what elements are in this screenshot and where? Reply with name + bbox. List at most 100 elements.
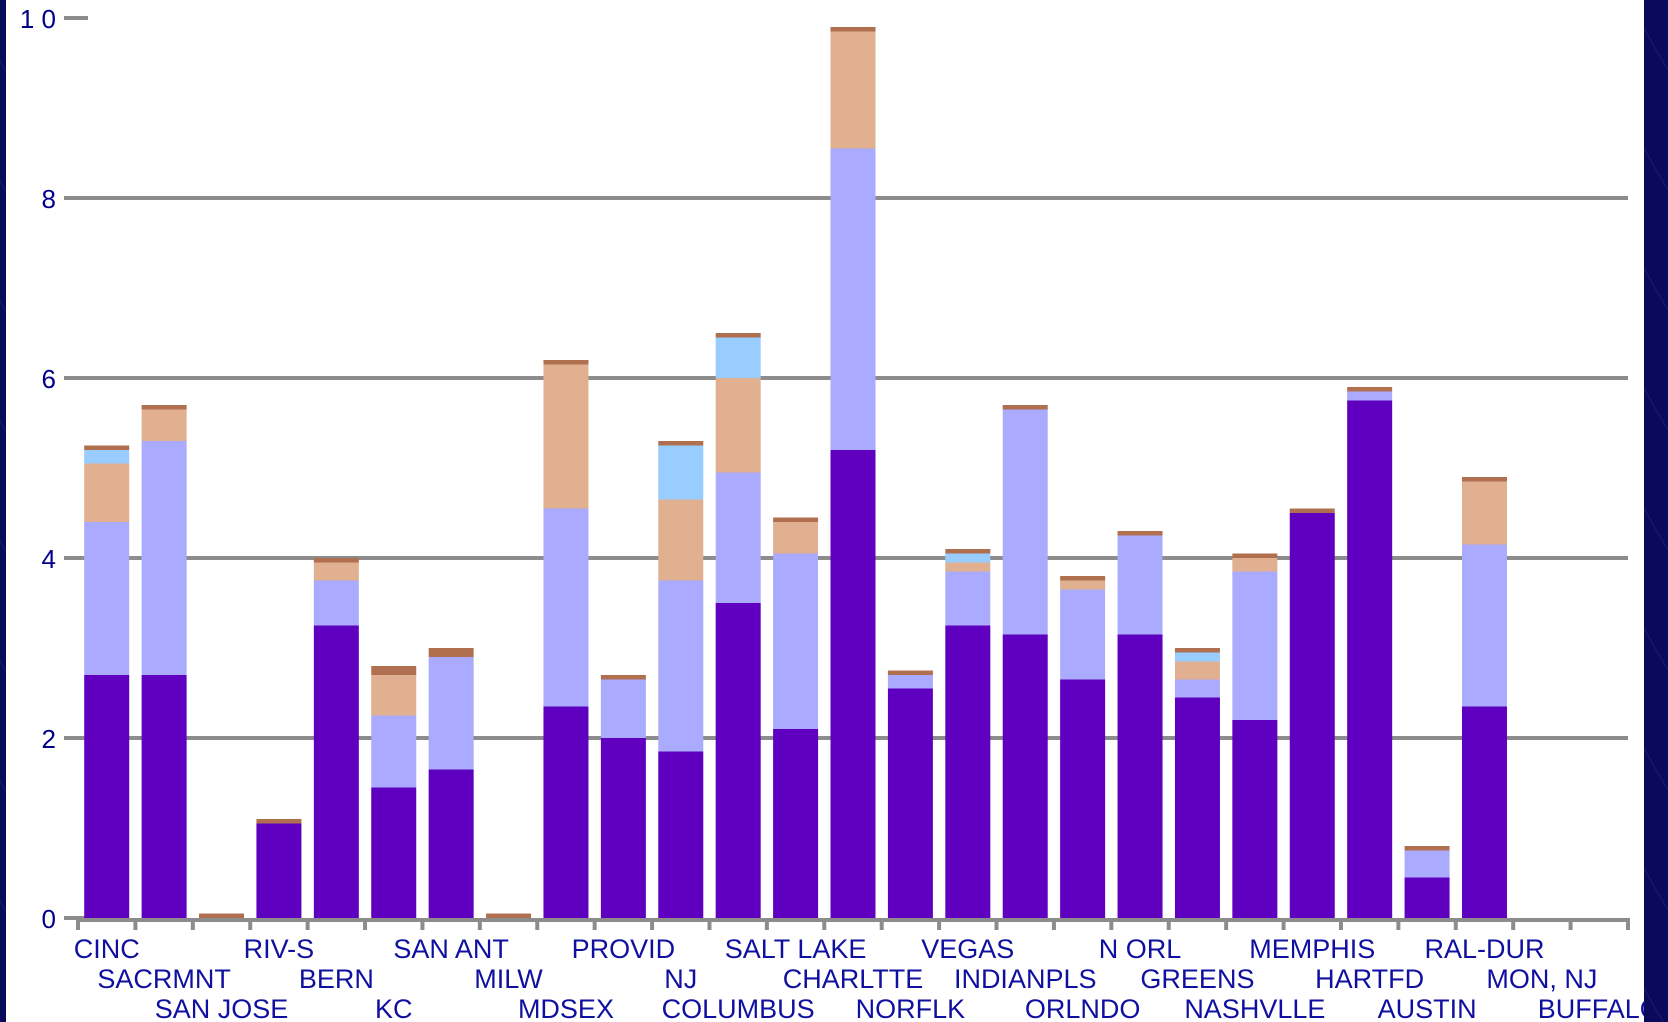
bar-segment (715, 472, 761, 603)
x-category-label: SAN ANT (393, 934, 509, 964)
x-category-label: BERN (299, 964, 374, 994)
bar-segment (1404, 846, 1450, 851)
bar-segment (1174, 679, 1220, 698)
bar-segment (945, 625, 991, 918)
bar-segment (1289, 508, 1335, 513)
bar-segment (773, 553, 819, 729)
x-category-label: RIV-S (244, 934, 315, 964)
bar-segment (658, 499, 704, 581)
bar-segment (1117, 531, 1163, 536)
bar-segment (313, 580, 359, 626)
bar-segment (1461, 481, 1507, 545)
bar-segment (1002, 405, 1048, 410)
bar-segment (600, 679, 646, 738)
y-tick-label: 0 (42, 904, 56, 934)
bar-segment (371, 675, 417, 716)
bar-segment (715, 378, 761, 473)
x-category-label: CINC (74, 934, 140, 964)
y-tick-label: 6 (42, 364, 56, 394)
bar-segment (1347, 387, 1393, 392)
bar-segment (1461, 477, 1507, 482)
x-category-label: MEMPHIS (1249, 934, 1375, 964)
x-category-label: VEGAS (921, 934, 1014, 964)
bar-segment (371, 787, 417, 918)
x-category-label: MDSEX (518, 994, 614, 1022)
bar-segment (199, 913, 245, 918)
bar-segment (84, 445, 130, 450)
bar-segment (543, 706, 589, 918)
bar-segment (887, 670, 933, 675)
bar-segment (1174, 648, 1220, 653)
bar-segment (715, 603, 761, 918)
x-category-label: RAL-DUR (1424, 934, 1544, 964)
bar-segment (256, 823, 302, 918)
x-category-label: NJ (664, 964, 697, 994)
bar-segment (141, 675, 187, 918)
bar-segment (715, 337, 761, 378)
bar-segment (1289, 513, 1335, 918)
bar-segment (313, 625, 359, 918)
bar-segment (1117, 535, 1163, 635)
bar-segment (543, 508, 589, 707)
bar-segment (773, 517, 819, 522)
bar-segment (1060, 580, 1106, 590)
bar-segment (773, 522, 819, 554)
bar-segment (428, 657, 474, 770)
x-category-label: GREENS (1140, 964, 1254, 994)
bar-segment (1002, 409, 1048, 635)
x-category-label: KC (375, 994, 413, 1022)
bar-segment (830, 450, 876, 918)
chart-panel: 0 2 4 6 8 1 0 CINC SACRMNT SAN JOSE RIV-S BERN KC SA… (6, 0, 1644, 1022)
bar-segment (543, 364, 589, 509)
x-category-label: COLUMBUS (662, 994, 815, 1022)
bar-segment (141, 405, 187, 410)
x-category-label: MON, NJ (1486, 964, 1597, 994)
bar-segment (84, 463, 130, 522)
bar-segment (1060, 679, 1106, 918)
x-category-label: HARTFD (1315, 964, 1424, 994)
bar-segment (658, 441, 704, 446)
bar-segment (313, 558, 359, 563)
x-category-label: INDIANPLS (954, 964, 1097, 994)
bar-segment (543, 360, 589, 365)
bar-segment (1002, 634, 1048, 918)
bar-segment (313, 562, 359, 581)
x-category-label: NASHVLLE (1184, 994, 1325, 1022)
bar-segment (658, 580, 704, 752)
bar-segment (945, 553, 991, 563)
x-category-label: NORFLK (856, 994, 966, 1022)
x-category-label: SALT LAKE (725, 934, 867, 964)
bar-segment (945, 549, 991, 554)
bar-segment (658, 445, 704, 500)
bar-segment (1232, 553, 1278, 558)
bar-segment (428, 769, 474, 918)
bar-segment (887, 675, 933, 689)
bar-segment (1461, 706, 1507, 918)
x-category-label: MILW (474, 964, 543, 994)
bar-segment (1404, 850, 1450, 878)
bar-segment (1060, 589, 1106, 680)
bar-segment (1232, 571, 1278, 720)
x-category-label: N ORL (1099, 934, 1182, 964)
bar-segment (1461, 544, 1507, 707)
x-category-label: SACRMNT (97, 964, 231, 994)
bar-segment (600, 738, 646, 918)
bar-segment (141, 441, 187, 675)
bar-segment (84, 450, 130, 464)
bar-segment (830, 27, 876, 32)
bar-segment (1174, 661, 1220, 680)
bar-segment (1117, 634, 1163, 918)
y-tick-label: 1 0 (20, 4, 56, 34)
bar-segment (1232, 720, 1278, 918)
bar-segment (84, 522, 130, 675)
bar-segment (945, 571, 991, 626)
bar-segment (830, 148, 876, 450)
x-category-label: CHARLTTE (783, 964, 924, 994)
bar-segment (773, 729, 819, 918)
bar-segment (84, 675, 130, 918)
bar-segment (1232, 558, 1278, 572)
bar-segment (1347, 391, 1393, 401)
bar-segment (256, 819, 302, 824)
bar-segment (887, 688, 933, 918)
